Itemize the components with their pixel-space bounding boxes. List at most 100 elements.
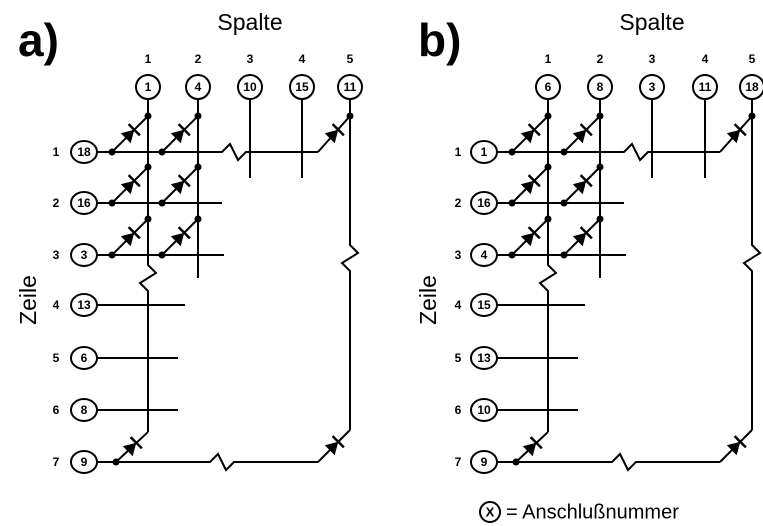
column-pin: 8 [597,80,604,94]
wire [497,142,720,162]
wire [97,452,318,472]
row-pin: 13 [77,298,91,312]
row-pin: 4 [481,248,488,262]
diode-bar [127,226,141,240]
junction [596,112,604,120]
diode-body [120,232,135,247]
diode-body [726,441,741,456]
pin-circle [70,346,98,370]
junction [748,112,756,120]
column-pin: 15 [295,80,309,94]
row-pin: 18 [77,145,91,159]
junction [544,112,552,120]
junction [194,215,202,223]
column-number: 3 [649,52,656,66]
diode-bar [529,436,543,450]
diode-bar [527,174,541,188]
diode [170,226,191,247]
junction [508,148,516,156]
diode [170,174,191,195]
junction [144,163,152,171]
junction [144,112,152,120]
junction [158,251,166,259]
row-number: 7 [455,455,462,469]
panel-label: a) [18,14,59,66]
diode [520,123,541,144]
row-pin: 3 [81,248,88,262]
junction [108,148,116,156]
row-number: 6 [53,403,60,417]
row-pin: 8 [81,403,88,417]
row-pin: 16 [77,196,91,210]
junction [194,112,202,120]
junction [596,163,604,171]
panel-label: b) [418,14,461,66]
row-number: 2 [53,196,60,210]
diode [170,123,191,144]
column-number: 2 [195,52,202,66]
pin-circle [692,74,718,100]
row-title: Zeile [415,275,441,325]
column-pin: 11 [699,80,712,94]
diode [120,226,141,247]
diode-body [572,129,587,144]
diode-body [572,232,587,247]
pin-circle [470,140,498,164]
row-number: 7 [53,455,60,469]
diode-body [120,129,135,144]
pin-circle [470,191,498,215]
column-title: Spalte [619,9,684,35]
diode [324,435,345,456]
pin-circle [135,74,161,100]
pin-circle [739,74,763,100]
diode [520,174,541,195]
diode [120,174,141,195]
legend-circle [479,501,501,523]
pin-circle [237,74,263,100]
diode-bar [331,123,345,137]
row-pin: 1 [481,145,488,159]
wire [742,99,762,430]
diode-body [324,129,339,144]
row-number: 4 [53,298,60,312]
legend-text: = Anschlußnummer [506,501,679,523]
diode-body [572,180,587,195]
column-number: 1 [545,52,552,66]
junction [544,163,552,171]
column-pin: 6 [545,80,552,94]
junction [112,458,120,466]
row-number: 3 [455,248,462,262]
diode-bar [733,123,747,137]
row-number: 4 [455,298,462,312]
diode-bar [733,435,747,449]
row-pin: 16 [477,196,491,210]
junction [544,215,552,223]
diode-bar [579,174,593,188]
diode-body [170,180,185,195]
pin-circle [70,191,98,215]
diode [726,435,747,456]
row-pin: 10 [477,403,491,417]
junction [158,148,166,156]
diode-bar [129,436,143,450]
column-number: 2 [597,52,604,66]
row-number: 5 [53,351,60,365]
diode [324,123,345,144]
wire [538,99,558,432]
diode-bar [331,435,345,449]
diode-bar [177,174,191,188]
junction [560,199,568,207]
diode-body [520,180,535,195]
diode-bar [177,123,191,137]
pin-circle [70,293,98,317]
diode-bar [527,226,541,240]
legend-symbol: X [486,504,495,519]
junction [508,251,516,259]
row-pin: 15 [477,298,491,312]
wire [97,142,318,162]
column-pin: 10 [243,80,257,94]
row-number: 1 [53,145,60,159]
column-pin: 18 [745,80,759,94]
diode [122,436,143,457]
